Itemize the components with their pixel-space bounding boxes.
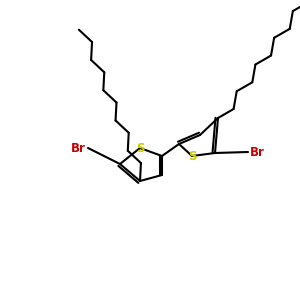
Text: S: S [136,142,144,154]
Text: Br: Br [71,142,86,154]
Text: S: S [188,150,196,163]
Text: Br: Br [250,145,265,159]
